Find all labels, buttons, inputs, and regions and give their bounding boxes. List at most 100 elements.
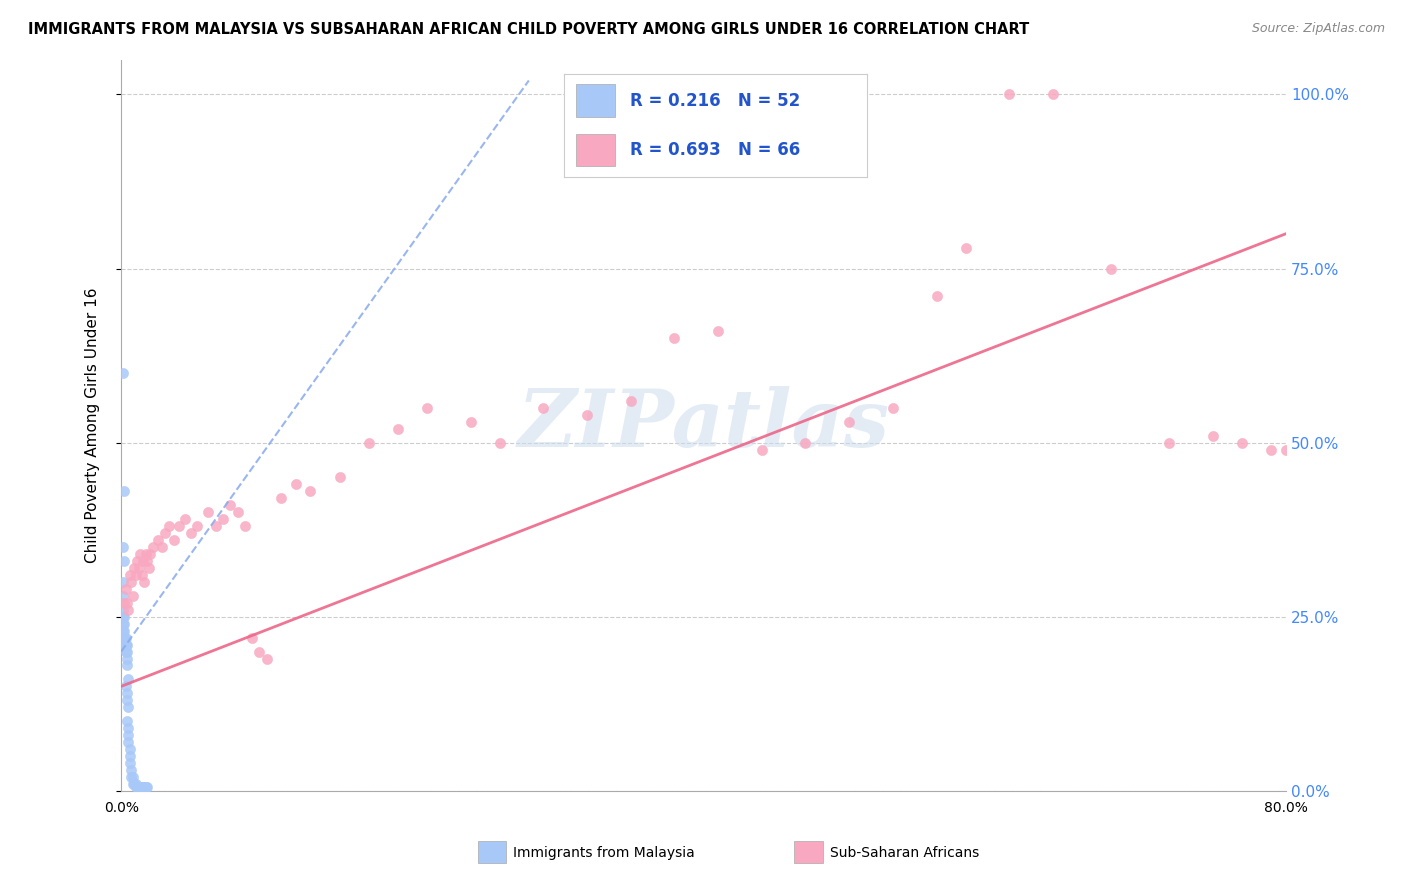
Point bbox=[233, 519, 256, 533]
Point bbox=[169, 519, 191, 533]
Point bbox=[576, 408, 599, 422]
Point bbox=[112, 484, 135, 499]
Point bbox=[111, 603, 134, 617]
Point bbox=[115, 714, 138, 729]
Point bbox=[157, 519, 180, 533]
Point bbox=[115, 686, 138, 700]
Point bbox=[111, 540, 134, 554]
Point bbox=[111, 616, 134, 631]
Point bbox=[135, 547, 157, 561]
Point bbox=[882, 401, 904, 415]
Point bbox=[226, 505, 249, 519]
Point bbox=[111, 366, 134, 380]
Point bbox=[1260, 442, 1282, 457]
Point bbox=[121, 589, 143, 603]
Point bbox=[112, 638, 135, 652]
Point bbox=[117, 728, 139, 742]
Point bbox=[1202, 428, 1225, 442]
Point bbox=[838, 415, 860, 429]
Point bbox=[794, 435, 817, 450]
Point bbox=[1232, 435, 1254, 450]
Point bbox=[112, 554, 135, 568]
Point bbox=[121, 777, 143, 791]
Point bbox=[125, 780, 148, 795]
Point bbox=[112, 596, 135, 610]
Text: Source: ZipAtlas.com: Source: ZipAtlas.com bbox=[1251, 22, 1385, 36]
Point bbox=[112, 616, 135, 631]
Point bbox=[129, 780, 152, 795]
Text: Immigrants from Malaysia: Immigrants from Malaysia bbox=[513, 846, 695, 860]
Point bbox=[118, 756, 141, 770]
Point bbox=[1042, 87, 1064, 102]
Point bbox=[112, 631, 135, 645]
Point bbox=[131, 568, 153, 582]
Text: ZIPatlas: ZIPatlas bbox=[517, 386, 890, 464]
Point bbox=[256, 651, 278, 665]
Point bbox=[115, 596, 138, 610]
Point bbox=[117, 721, 139, 735]
Point bbox=[132, 780, 155, 795]
Point bbox=[115, 693, 138, 707]
Point bbox=[219, 498, 242, 512]
Point bbox=[134, 780, 156, 795]
Point bbox=[114, 638, 136, 652]
Point bbox=[125, 777, 148, 791]
Point bbox=[127, 780, 149, 795]
Point bbox=[136, 554, 159, 568]
Point bbox=[129, 547, 152, 561]
Point bbox=[240, 631, 263, 645]
Point bbox=[174, 512, 197, 526]
Point bbox=[115, 638, 138, 652]
Point bbox=[460, 415, 482, 429]
Point bbox=[531, 401, 554, 415]
Point bbox=[204, 519, 226, 533]
Point bbox=[114, 644, 136, 658]
Point bbox=[138, 561, 160, 575]
Point bbox=[114, 582, 136, 596]
Point bbox=[118, 749, 141, 764]
Point bbox=[112, 624, 135, 638]
Point bbox=[142, 540, 165, 554]
Point bbox=[114, 679, 136, 693]
Point bbox=[111, 631, 134, 645]
Text: Sub-Saharan Africans: Sub-Saharan Africans bbox=[830, 846, 979, 860]
Point bbox=[132, 554, 155, 568]
Point bbox=[751, 442, 773, 457]
Point bbox=[664, 331, 686, 345]
Point bbox=[117, 735, 139, 749]
Point bbox=[115, 644, 138, 658]
Point bbox=[1159, 435, 1181, 450]
Point bbox=[111, 624, 134, 638]
Point bbox=[111, 589, 134, 603]
Point bbox=[112, 609, 135, 624]
Point bbox=[118, 742, 141, 756]
Point bbox=[111, 574, 134, 589]
Point bbox=[416, 401, 439, 415]
Point bbox=[212, 512, 235, 526]
Point bbox=[120, 763, 142, 777]
Text: IMMIGRANTS FROM MALAYSIA VS SUBSAHARAN AFRICAN CHILD POVERTY AMONG GIRLS UNDER 1: IMMIGRANTS FROM MALAYSIA VS SUBSAHARAN A… bbox=[28, 22, 1029, 37]
Point bbox=[114, 631, 136, 645]
Point bbox=[131, 780, 153, 795]
Point bbox=[299, 484, 322, 499]
Point bbox=[117, 603, 139, 617]
Point bbox=[162, 533, 184, 548]
Point bbox=[1275, 442, 1298, 457]
Point bbox=[488, 435, 510, 450]
Point bbox=[125, 568, 148, 582]
Point bbox=[127, 554, 149, 568]
Point bbox=[357, 435, 380, 450]
Point bbox=[120, 574, 142, 589]
Point bbox=[925, 289, 948, 303]
Point bbox=[620, 393, 643, 408]
Point bbox=[153, 526, 176, 541]
Point bbox=[121, 770, 143, 784]
Point bbox=[128, 561, 150, 575]
Point bbox=[139, 547, 162, 561]
Point bbox=[180, 526, 202, 541]
Point bbox=[186, 519, 208, 533]
Point bbox=[122, 777, 145, 791]
Point bbox=[284, 477, 307, 491]
Point bbox=[114, 638, 136, 652]
Point bbox=[707, 324, 730, 338]
